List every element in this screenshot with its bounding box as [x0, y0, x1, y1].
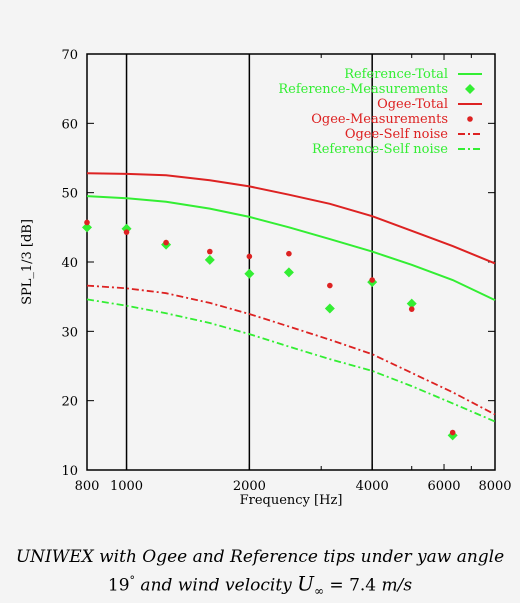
- data-point-ogee-measurements: [408, 306, 415, 312]
- x-axis-label: Frequency [Hz]: [240, 493, 343, 508]
- data-point-ogee-measurements: [246, 253, 253, 260]
- chart: 800 1000 2000 4000 6000 8000 10 20 30 40 50 60 70 Re…: [20, 48, 512, 508]
- legend-sample-ogee-measurements: [467, 116, 473, 122]
- x-tick-label: 4000: [356, 479, 389, 494]
- y-tick-label: 40: [61, 256, 78, 271]
- legend-label-ogee-measurements: Ogee-Measurements: [311, 112, 448, 127]
- x-tick-label: 6000: [427, 479, 460, 494]
- caption-line-2: 19° and wind velocity U∞ = 7.4 m/s: [0, 569, 520, 603]
- series-line-reference-total: [86, 195, 496, 302]
- x-tick-label: 800: [75, 479, 100, 494]
- caption-velocity-unit: m/s: [381, 575, 413, 596]
- y-axis-label: SPL_1/3 [dB]: [20, 219, 35, 305]
- x-tick-label: 8000: [478, 479, 511, 494]
- caption-velocity-subscript: ∞: [314, 584, 325, 599]
- x-tick-label: 2000: [233, 479, 266, 494]
- series-line-ogee-total: [86, 172, 496, 265]
- data-point-reference-measurements: [324, 303, 335, 314]
- y-tick-label: 70: [61, 48, 78, 63]
- data-point-reference-measurements: [283, 267, 294, 278]
- caption-yaw-angle: 19: [107, 575, 130, 596]
- ticks: 800 1000 2000 4000 6000 8000 10 20 30 40 50 60 70: [61, 48, 511, 494]
- grid: [125, 54, 373, 470]
- data-point-ogee-measurements: [163, 239, 169, 246]
- legend: Reference-TotalReference-MeasurementsOge…: [278, 67, 482, 157]
- legend-label-reference-measurements: Reference-Measurements: [278, 82, 448, 97]
- legend-sample-reference-measurements: [465, 84, 475, 94]
- data-point-ogee-measurements: [327, 282, 333, 289]
- data-point-reference-measurements: [406, 298, 417, 309]
- y-tick-label: 50: [61, 187, 78, 202]
- caption-middle: and wind velocity: [135, 575, 298, 596]
- y-tick-label: 10: [61, 464, 78, 479]
- data-point-ogee-measurements: [369, 277, 375, 283]
- y-tick-label: 20: [61, 395, 78, 410]
- caption-degree: °: [129, 574, 136, 587]
- legend-label-ogee-self-noise: Ogee-Self noise: [345, 127, 448, 142]
- plot-area: [87, 54, 495, 470]
- data-point-ogee-measurements: [84, 219, 90, 226]
- data-point-ogee-measurements: [449, 429, 456, 436]
- caption-line-1: UNIWEX with Ogee and Reference tips unde…: [15, 547, 505, 567]
- caption-velocity-value: = 7.4: [324, 575, 382, 596]
- series-line-ogee-self-noise: [86, 284, 496, 416]
- data-point-reference-measurements: [204, 254, 215, 265]
- y-tick-label: 60: [61, 117, 78, 132]
- data-point-reference-measurements: [82, 222, 92, 233]
- data-point-ogee-measurements: [123, 229, 130, 235]
- y-tick-label: 30: [61, 325, 78, 340]
- series-line-reference-self-noise: [86, 298, 496, 423]
- data-point-ogee-measurements: [286, 250, 292, 257]
- legend-label-ogee-total: Ogee-Total: [377, 97, 448, 112]
- data-point-ogee-measurements: [207, 248, 213, 255]
- series-layer: [82, 172, 496, 441]
- legend-label-reference-self-noise: Reference-Self noise: [312, 142, 448, 157]
- caption-velocity-symbol: U: [297, 571, 315, 596]
- figure-caption: UNIWEX with Ogee and Reference tips unde…: [0, 545, 520, 603]
- data-point-reference-measurements: [244, 268, 255, 279]
- legend-label-reference-total: Reference-Total: [344, 67, 448, 82]
- x-tick-label: 1000: [110, 479, 143, 494]
